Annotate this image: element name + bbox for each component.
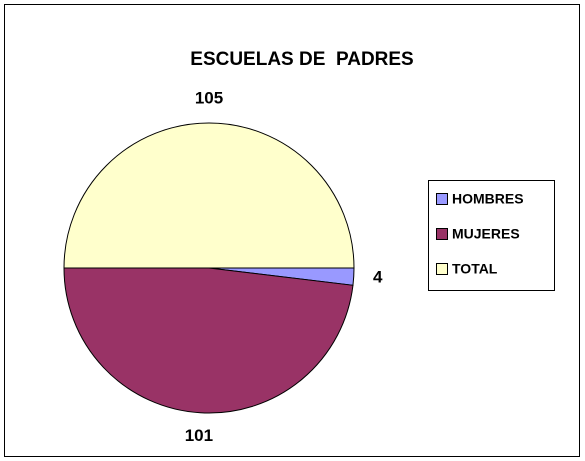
legend-label: MUJERES [452, 226, 520, 242]
data-label: 4 [373, 268, 383, 287]
legend-label: HOMBRES [452, 191, 524, 207]
pie-slice [63, 122, 355, 269]
legend-box [428, 180, 555, 291]
chart-title: ESCUELAS DE PADRES [190, 49, 413, 70]
legend-label: TOTAL [452, 261, 498, 277]
data-label: 105 [195, 88, 223, 107]
data-label: 101 [185, 426, 213, 445]
pie-slice [63, 267, 354, 414]
legend-swatch [436, 263, 448, 275]
legend-swatch [436, 193, 448, 205]
legend-swatch [436, 228, 448, 240]
